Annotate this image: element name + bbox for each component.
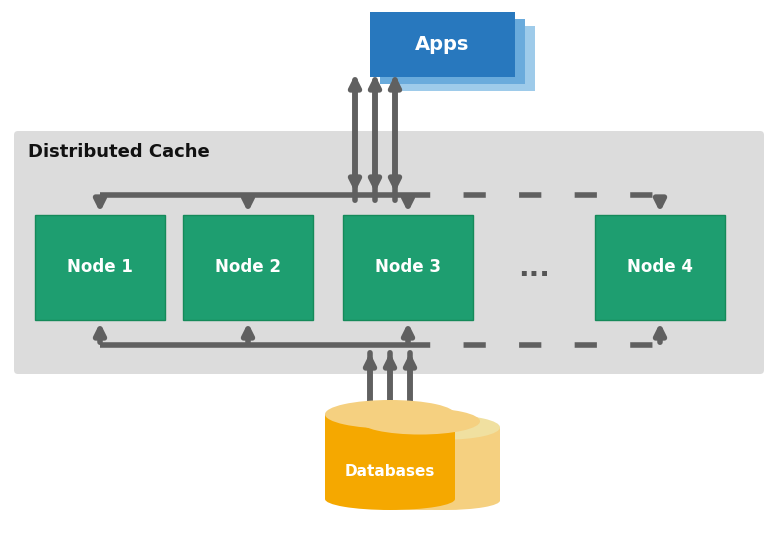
Polygon shape (325, 414, 455, 499)
FancyBboxPatch shape (35, 215, 165, 320)
Text: Databases: Databases (345, 464, 435, 479)
Ellipse shape (325, 400, 455, 429)
Polygon shape (360, 421, 480, 500)
Text: Node 3: Node 3 (375, 259, 441, 277)
Ellipse shape (390, 415, 500, 439)
FancyBboxPatch shape (595, 215, 725, 320)
Text: Node 1: Node 1 (67, 259, 133, 277)
Text: ...: ... (518, 254, 550, 282)
Ellipse shape (360, 408, 480, 435)
Ellipse shape (325, 488, 455, 510)
FancyBboxPatch shape (370, 12, 515, 77)
Ellipse shape (390, 491, 500, 510)
FancyBboxPatch shape (390, 26, 535, 91)
Polygon shape (390, 427, 500, 500)
Text: Node 4: Node 4 (627, 259, 693, 277)
Text: Apps: Apps (415, 35, 469, 54)
FancyBboxPatch shape (343, 215, 473, 320)
FancyBboxPatch shape (14, 131, 764, 374)
Ellipse shape (360, 489, 480, 510)
FancyBboxPatch shape (380, 19, 525, 84)
FancyBboxPatch shape (183, 215, 313, 320)
Text: Distributed Cache: Distributed Cache (28, 143, 210, 161)
Text: Node 2: Node 2 (215, 259, 281, 277)
